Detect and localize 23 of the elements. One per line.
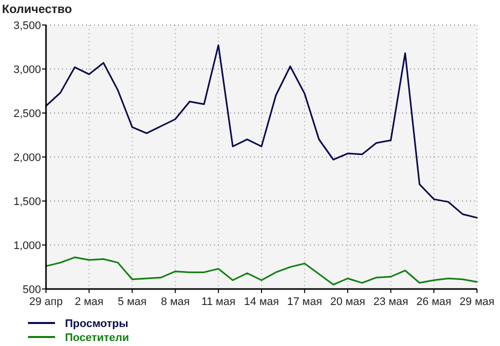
legend-label: Просмотры (65, 318, 128, 330)
x-tick-label: 26 мая (416, 296, 452, 308)
x-tick-label: 5 мая (118, 296, 147, 308)
y-tick-label: 3,000 (13, 64, 41, 76)
x-tick-label: 2 мая (74, 296, 104, 308)
x-tick-label: 29 апр (29, 296, 63, 308)
y-tick-label: 2,000 (13, 152, 41, 164)
y-axis-title: Количество (2, 2, 72, 16)
x-tick-label: 23 мая (373, 296, 408, 308)
line-series (45, 256, 478, 286)
y-tick-label: 1,000 (13, 240, 41, 252)
x-tick-label: 8 мая (160, 296, 190, 308)
x-tick-label: 14 мая (244, 296, 280, 308)
y-tick-label: 500 (22, 284, 41, 296)
x-tick-label: 17 мая (287, 296, 322, 308)
x-tick-label: 29 мая (460, 296, 495, 308)
line-series (45, 44, 478, 219)
y-tick-label: 2,500 (13, 108, 41, 120)
y-tick-label: 3,500 (13, 20, 41, 32)
y-tick-label: 1,500 (13, 196, 41, 208)
x-tick-label: 11 мая (201, 296, 236, 308)
x-tick-label: 20 мая (330, 296, 366, 308)
legend-label: Посетители (65, 332, 129, 344)
